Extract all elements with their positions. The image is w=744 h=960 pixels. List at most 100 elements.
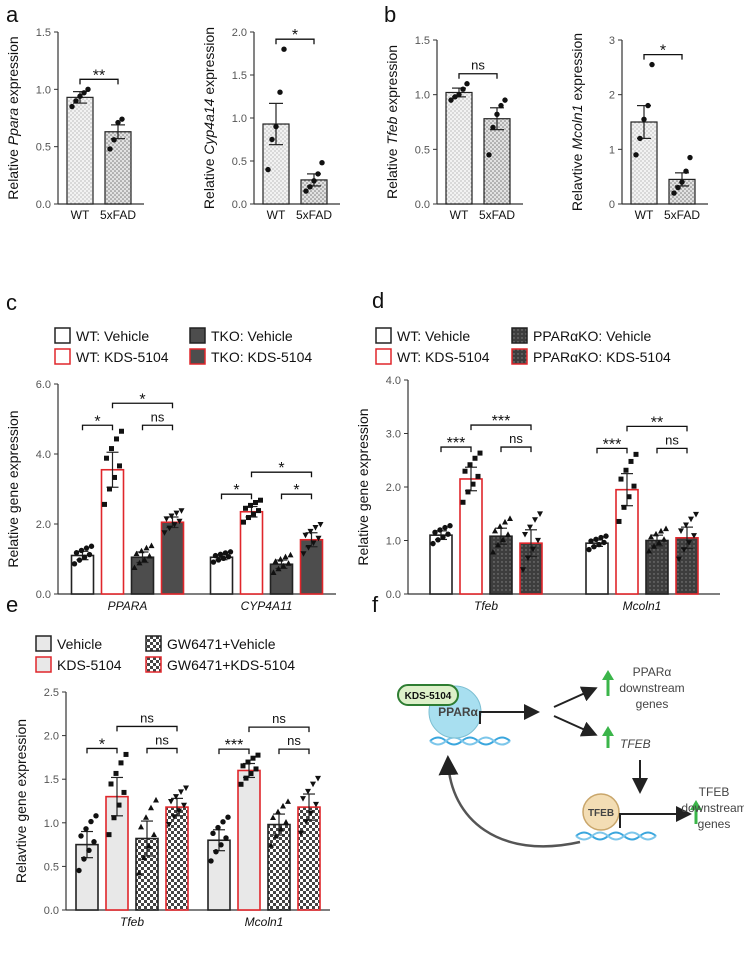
data-point <box>631 483 637 489</box>
x-category-label: Mcoln1 <box>623 599 662 613</box>
data-point <box>637 135 643 142</box>
legend-item: PPARαKO: KDS-5104 <box>533 349 671 365</box>
panel-label-b: b <box>384 2 396 27</box>
bar <box>459 478 483 595</box>
data-point <box>178 508 185 514</box>
data-point <box>492 527 498 534</box>
data-point <box>225 554 232 560</box>
arrow-to-ppar-targets <box>553 686 598 708</box>
chart-panel-e: 0.0 0.5 1.0 1.5 2.0 2.5 Relavtive gene express… <box>13 687 330 929</box>
data-point <box>273 832 279 839</box>
data-point <box>588 538 594 544</box>
data-point <box>275 565 282 572</box>
y-tick-label: 0.0 <box>232 199 247 211</box>
data-point <box>280 562 287 569</box>
data-point <box>300 796 306 802</box>
data-point <box>462 468 468 474</box>
data-point <box>136 869 142 876</box>
data-point <box>651 543 657 549</box>
significance-label: ns <box>272 711 286 726</box>
data-point <box>490 548 496 555</box>
data-point <box>253 500 258 506</box>
significance-bracket <box>79 78 119 85</box>
data-point <box>93 813 99 819</box>
legend-swatch <box>35 635 52 652</box>
y-tick-label: 1 <box>609 144 615 156</box>
data-point <box>181 802 187 809</box>
data-point <box>238 781 244 787</box>
panel-label-c: c <box>6 290 17 315</box>
data-point <box>593 536 599 542</box>
tfeb-protein <box>582 793 620 831</box>
x-category-label: WT <box>635 208 654 222</box>
data-point <box>245 759 251 765</box>
legend-swatch <box>54 327 71 344</box>
data-point <box>500 536 506 543</box>
y-tick-label: 0.5 <box>415 144 430 156</box>
data-point <box>269 136 275 143</box>
data-point <box>88 543 95 549</box>
significance-label: * <box>99 736 105 753</box>
x-category-label: 5xFAD <box>296 208 332 222</box>
data-point <box>465 489 471 495</box>
data-point <box>498 102 504 109</box>
data-point <box>250 755 256 761</box>
y-tick-label: 0.5 <box>232 156 247 168</box>
data-point <box>73 550 80 556</box>
data-point <box>464 81 470 87</box>
y-axis-label-gene: Tfeb <box>384 116 400 144</box>
y-tick-label: 3 <box>609 35 615 47</box>
y-tick-label: 6.0 <box>36 379 51 391</box>
significance-label: *** <box>492 413 511 430</box>
data-point <box>315 535 322 542</box>
data-point <box>661 536 667 542</box>
data-point <box>435 537 441 543</box>
data-point <box>472 455 478 461</box>
up-arrow-icon-head <box>690 800 702 810</box>
data-point <box>616 518 622 524</box>
data-point <box>691 533 697 539</box>
data-point <box>645 102 651 109</box>
legend-swatch <box>189 348 206 365</box>
data-point <box>71 561 78 567</box>
legend-item: TKO: Vehicle <box>211 328 293 344</box>
bar <box>483 118 511 205</box>
data-point <box>310 781 316 788</box>
y-tick-label: 1.0 <box>36 84 51 96</box>
data-point <box>178 789 184 795</box>
data-point <box>302 532 309 539</box>
data-point <box>626 494 632 500</box>
data-point <box>272 558 279 564</box>
significance-bracket <box>440 446 472 453</box>
legend-item: WT: Vehicle <box>76 328 149 344</box>
data-point <box>532 517 538 523</box>
data-point <box>76 557 83 563</box>
data-point <box>91 839 97 845</box>
bar <box>104 131 132 205</box>
data-point <box>102 501 107 507</box>
data-point <box>111 815 117 821</box>
data-point <box>123 751 129 757</box>
pathway-diagram: PPARα KDS-5104 PPARα downstream genes TF… <box>397 665 744 848</box>
data-point <box>270 569 277 575</box>
data-point <box>218 842 224 848</box>
data-point <box>215 557 222 563</box>
data-point <box>628 458 634 464</box>
data-point <box>537 511 543 517</box>
data-point <box>141 854 147 861</box>
legend-e: Vehicle GW6471+Vehicle KDS-5104 GW6471+K… <box>35 635 295 673</box>
legend-item: PPARαKO: Vehicle <box>533 328 652 344</box>
data-point <box>148 542 155 549</box>
significance-label: * <box>94 413 100 430</box>
data-point <box>598 534 604 541</box>
data-point <box>77 93 83 99</box>
significance-bracket <box>280 493 313 500</box>
data-point <box>81 90 87 96</box>
legend-swatch <box>54 348 71 365</box>
data-point <box>285 560 292 566</box>
legend-swatch <box>375 327 392 344</box>
y-axis-label-gene: Cyp4a14 <box>201 98 217 154</box>
x-category-label: Tfeb <box>120 915 144 929</box>
ppar-targets-line2: downstream <box>619 681 684 695</box>
y-axis-label-suffix: expression <box>569 33 585 105</box>
